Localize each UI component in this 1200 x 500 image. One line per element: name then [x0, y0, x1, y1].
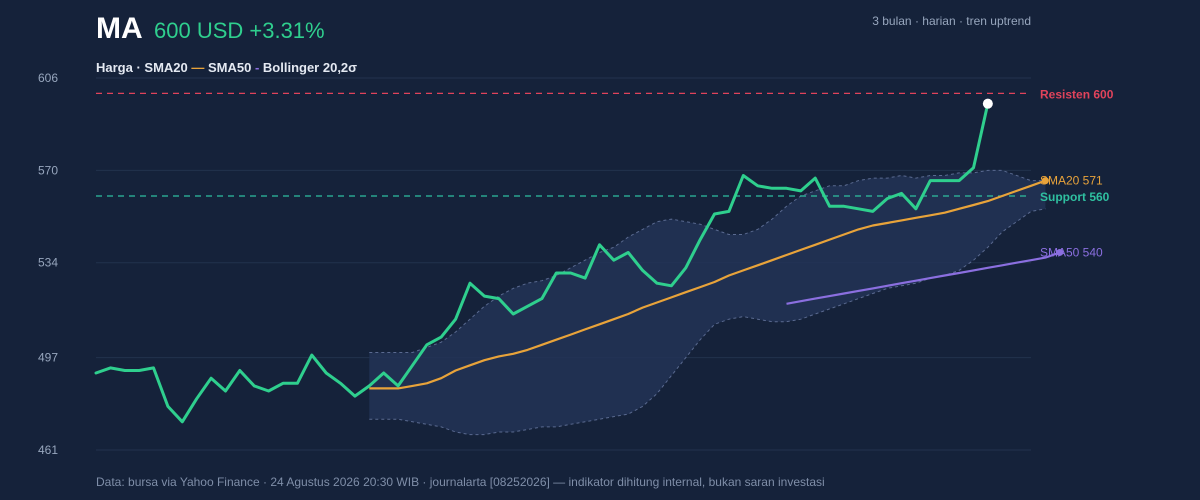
price-end-point — [982, 98, 993, 109]
legend: Harga · SMA20 — SMA50 - Bollinger 20,2σ — [96, 60, 357, 75]
resisten-label: Resisten 600 — [1040, 87, 1114, 101]
y-tick-label: 461 — [38, 443, 58, 457]
bollinger-band-fill — [369, 170, 1046, 435]
levels-layer — [96, 92, 1031, 197]
legend-text-price-sma20: Harga · SMA20 — [96, 60, 191, 75]
sma50-end-label: SMA50 540 — [1040, 245, 1103, 259]
sma50-end-point — [1056, 248, 1064, 256]
sma20-end-point — [1041, 177, 1049, 185]
bollinger-upper-line — [369, 169, 1046, 353]
price-line — [94, 102, 990, 424]
y-axis-ticks: 461 497 534 570 606 — [38, 71, 58, 457]
sma20-end-label: SMA20 571 — [1040, 174, 1103, 188]
footer-source: Data: bursa via Yahoo Finance · 24 Agust… — [96, 475, 825, 489]
end-labels-layer: Resisten 600 Support 560 SMA20 571 SMA50 54… — [1040, 87, 1114, 259]
y-tick-label: 606 — [38, 71, 58, 85]
legend-sma20-swatch: — — [191, 60, 204, 75]
sma50-line — [786, 251, 1061, 305]
sma20-line — [369, 179, 1046, 390]
series-layer — [94, 98, 1064, 424]
legend-text-sma50: SMA50 — [204, 60, 255, 75]
price-change: 600 USD +3.31% — [154, 18, 325, 43]
y-tick-label: 497 — [38, 351, 58, 365]
ticker-title: MA — [96, 12, 143, 45]
legend-sma50-swatch: - — [255, 60, 259, 75]
y-tick-label: 570 — [38, 163, 58, 177]
legend-line: Harga · SMA20 — SMA50 - Bollinger 20,2σ — [96, 60, 357, 75]
y-tick-label: 534 — [38, 256, 58, 270]
legend-text-bollinger: Bollinger 20,2σ — [259, 60, 357, 75]
chart-context: 3 bulan · harian · tren uptrend — [872, 14, 1031, 28]
support-label: Support 560 — [1040, 190, 1110, 204]
